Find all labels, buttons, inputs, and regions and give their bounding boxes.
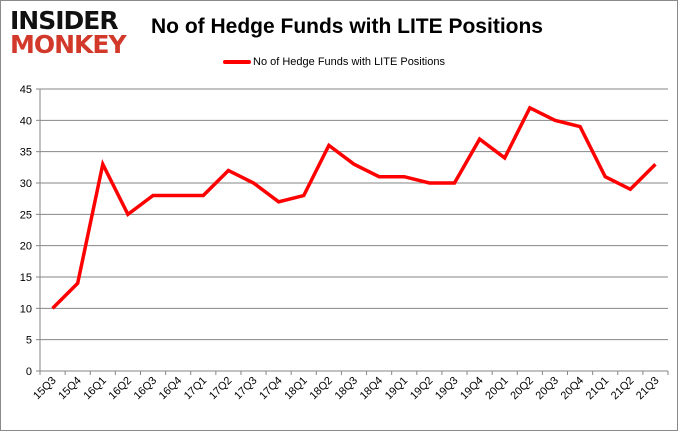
logo-line2: MONKEY — [10, 30, 127, 59]
y-tick-label: 35 — [20, 147, 32, 159]
x-tick-label: 16Q2 — [107, 375, 135, 403]
y-tick-label: 20 — [20, 241, 32, 253]
legend-swatch — [223, 60, 251, 64]
x-tick-label: 16Q1 — [81, 375, 109, 403]
x-tick-label: 16Q3 — [132, 375, 160, 403]
y-tick-label: 15 — [20, 272, 32, 284]
x-tick-label: 15Q4 — [56, 375, 84, 403]
y-tick-label: 5 — [26, 335, 32, 347]
y-tick-label: 30 — [20, 178, 32, 190]
x-tick-label: 17Q4 — [257, 375, 285, 403]
chart-title: No of Hedge Funds with LITE Positions — [151, 15, 543, 38]
y-tick-label: 25 — [20, 209, 32, 221]
legend: No of Hedge Funds with LITE Positions — [223, 56, 445, 68]
x-tick-label: 17Q3 — [232, 375, 260, 403]
y-tick-label: 10 — [20, 303, 32, 315]
x-tick-label: 20Q4 — [559, 375, 587, 403]
y-tick-label: 40 — [20, 115, 32, 127]
series-line — [51, 105, 657, 310]
x-tick-label: 16Q4 — [157, 375, 185, 403]
x-tick-label: 19Q2 — [408, 375, 436, 403]
x-tick-label: 21Q2 — [609, 375, 637, 403]
x-tick-label: 18Q4 — [358, 375, 386, 403]
x-tick-label: 19Q4 — [458, 375, 486, 403]
x-tick-label: 19Q3 — [433, 375, 461, 403]
x-tick-label: 21Q3 — [634, 375, 662, 403]
insider-monkey-logo: INSIDER MONKEY — [10, 6, 127, 59]
legend-label: No of Hedge Funds with LITE Positions — [253, 56, 445, 68]
x-tick-label: 20Q2 — [508, 375, 536, 403]
x-tick-label: 15Q3 — [31, 375, 59, 403]
x-tick-label: 19Q1 — [383, 375, 411, 403]
logo-line1: INSIDER — [10, 6, 119, 35]
x-tick-label: 18Q2 — [307, 375, 335, 403]
x-tick-label: 18Q3 — [333, 375, 361, 403]
x-tick-label: 17Q1 — [182, 375, 210, 403]
y-tick-label: 0 — [26, 366, 32, 378]
x-tick-label: 20Q1 — [483, 375, 511, 403]
y-tick-label: 45 — [20, 84, 32, 96]
x-tick-label: 21Q1 — [584, 375, 612, 403]
x-tick-label: 20Q3 — [534, 375, 562, 403]
x-tick-label: 17Q2 — [207, 375, 235, 403]
x-tick-label: 18Q1 — [282, 375, 310, 403]
